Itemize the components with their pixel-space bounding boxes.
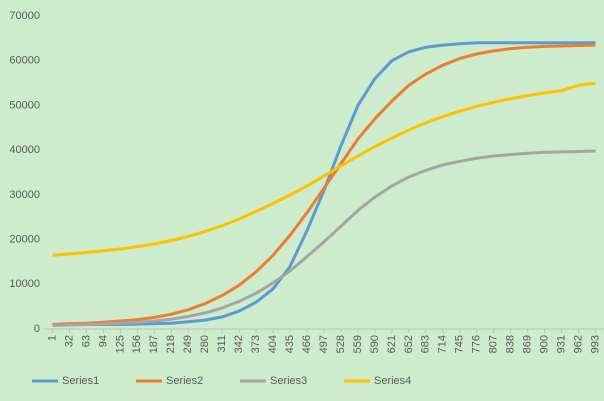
x-tick-label: 683: [420, 335, 432, 353]
x-tick-label: 156: [131, 335, 143, 353]
x-tick-label: 497: [318, 335, 330, 353]
x-tick-label: 94: [97, 335, 109, 347]
x-tick-label: 249: [182, 335, 194, 353]
x-tick-label: 125: [114, 335, 126, 353]
x-tick-label: 528: [335, 335, 347, 353]
x-tick-label: 373: [250, 335, 262, 353]
x-tick-label: 404: [267, 335, 279, 353]
x-tick-label: 621: [386, 335, 398, 353]
legend-label: Series4: [374, 375, 411, 387]
y-tick-label: 50000: [9, 99, 40, 111]
x-tick-label: 807: [488, 335, 500, 353]
y-tick-label: 60000: [9, 55, 40, 67]
x-tick-label: 32: [63, 335, 75, 347]
series-line: [52, 81, 596, 257]
y-tick-label: 20000: [9, 233, 40, 245]
x-tick-label: 559: [352, 335, 364, 353]
legend-label: Series1: [62, 375, 99, 387]
x-tick-label: 931: [555, 335, 567, 353]
y-tick-label: 0: [34, 323, 40, 335]
series-line: [52, 43, 596, 326]
x-tick-label: 652: [403, 335, 415, 353]
x-tick-label: 745: [454, 335, 466, 353]
x-tick-label: 187: [148, 335, 160, 353]
x-tick-label: 1: [46, 335, 58, 341]
x-tick-label: 280: [199, 335, 211, 353]
x-tick-label: 342: [233, 335, 245, 353]
x-tick-label: 466: [301, 335, 313, 353]
x-tick-label: 590: [369, 335, 381, 353]
x-tick-label: 63: [80, 335, 92, 347]
y-tick-label: 70000: [9, 10, 40, 22]
y-tick-label: 10000: [9, 278, 40, 290]
legend-label: Series2: [166, 375, 203, 387]
x-tick-label: 900: [539, 335, 551, 353]
x-tick-label: 714: [437, 335, 449, 353]
x-tick-label: 311: [216, 335, 228, 353]
y-tick-label: 40000: [9, 144, 40, 156]
x-tick-label: 218: [165, 335, 177, 353]
x-tick-label: 869: [522, 335, 534, 353]
x-tick-label: 962: [572, 335, 584, 353]
series-line: [52, 149, 596, 327]
x-tick-label: 993: [589, 335, 601, 353]
legend-label: Series3: [270, 375, 307, 387]
x-tick-label: 838: [505, 335, 517, 353]
x-tick-label: 435: [284, 335, 296, 353]
y-tick-label: 30000: [9, 189, 40, 201]
x-tick-label: 776: [471, 335, 483, 353]
